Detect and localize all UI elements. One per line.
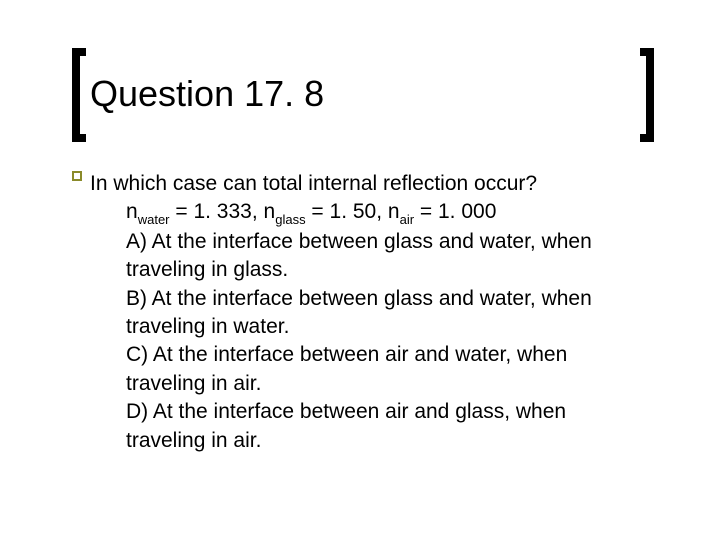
n-air-sub: air [400,212,414,227]
option-a: A) At the interface between glass and wa… [90,228,650,285]
n-water-symbol: n [126,200,138,223]
slide-title: Question 17. 8 [90,73,324,115]
bullet-icon [72,171,82,181]
title-bracket-right [640,48,654,142]
question-text: In which case can total internal reflect… [90,170,650,198]
option-d: D) At the interface between air and glas… [90,398,650,455]
n-glass-sub: glass [275,212,305,227]
option-b: B) At the interface between glass and wa… [90,285,650,342]
indices-line: nwater = 1. 333, nglass = 1. 50, nair = … [90,198,650,228]
n-water-sub: water [138,212,170,227]
n-air-val: = 1. 000 [414,200,496,223]
n-glass-symbol: n [264,200,276,223]
option-c: C) At the interface between air and wate… [90,341,650,398]
question-body: In which case can total internal reflect… [90,170,650,455]
n-air-symbol: n [388,200,400,223]
title-bracket-left [72,48,86,142]
slide: Question 17. 8 In which case can total i… [0,0,720,540]
n-glass-val: = 1. 50, [306,200,388,223]
n-water-val: = 1. 333, [170,200,264,223]
